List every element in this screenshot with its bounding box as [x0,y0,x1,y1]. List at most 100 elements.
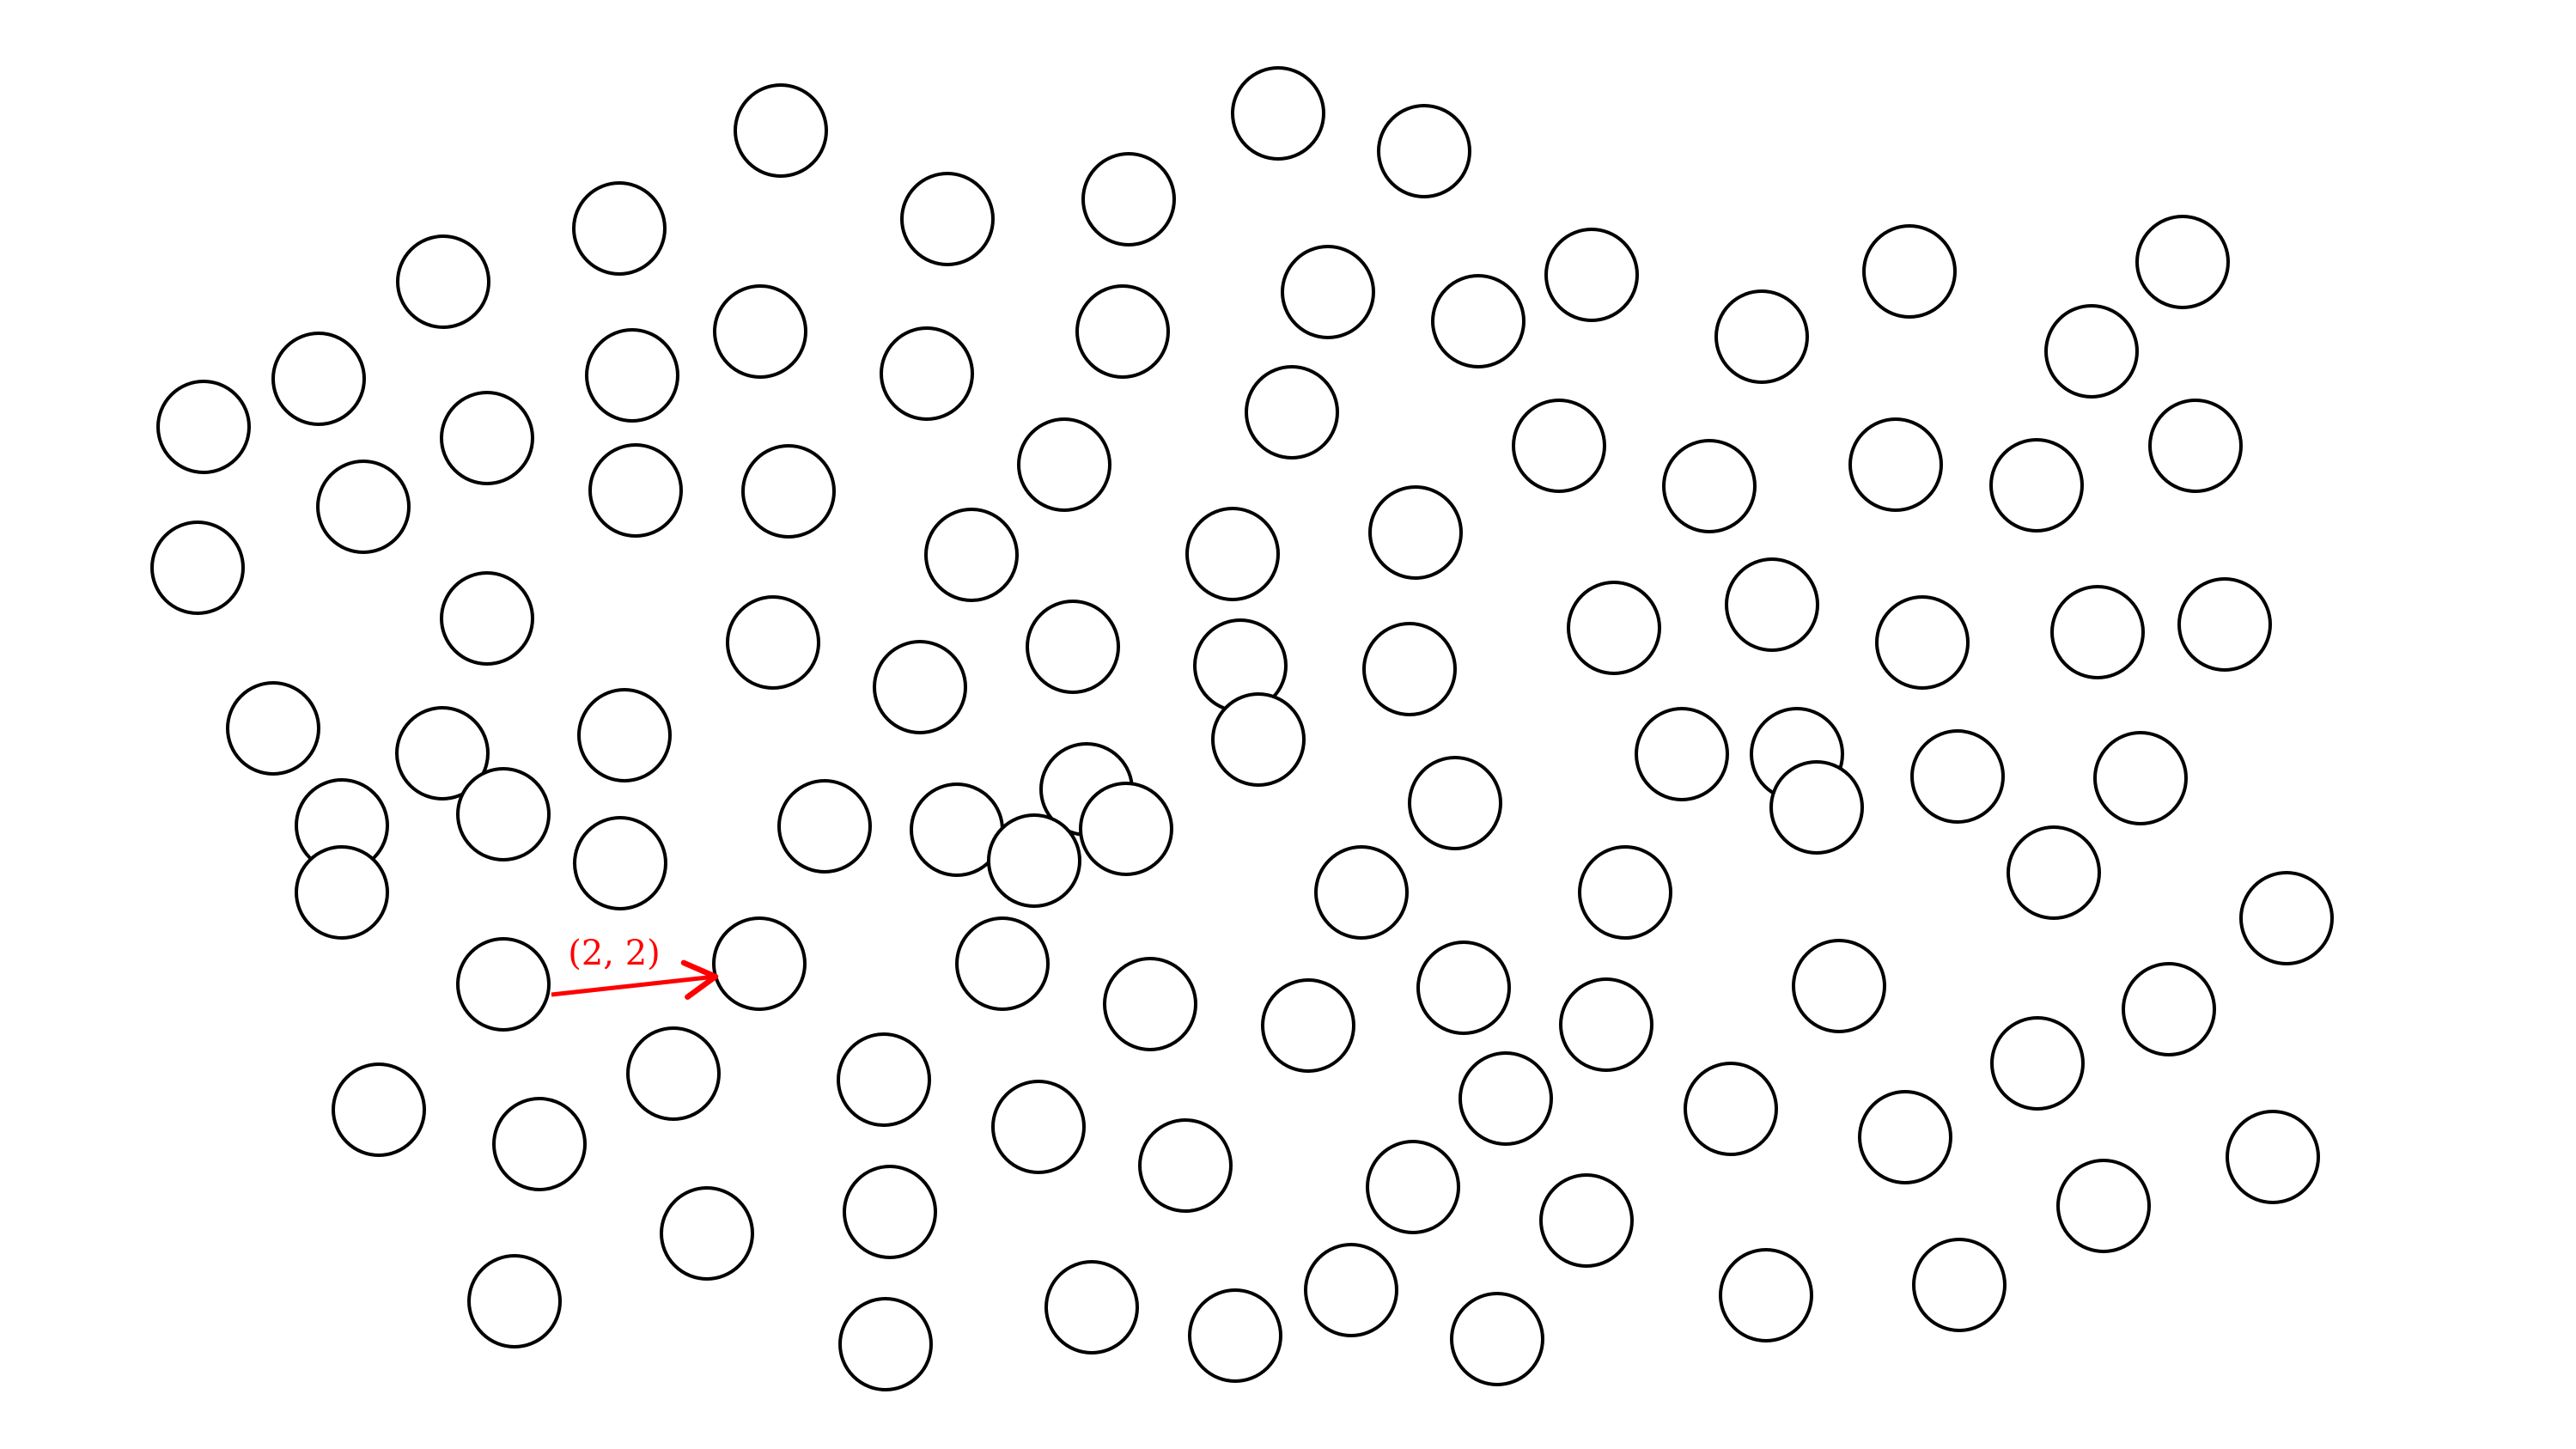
circle-node [837,1032,931,1127]
circle-node [734,83,828,178]
circle-node [577,688,672,782]
circle-node [2044,304,2139,399]
circle-node [1662,439,1757,533]
circle-node [1416,941,1511,1035]
circle-node [2177,577,2272,672]
circle-node [1362,622,1457,716]
circle-node [1862,224,1957,319]
circle-node [1281,245,1375,339]
circle-node [573,816,667,910]
circle-node [1231,66,1325,161]
circle-node [2093,731,2188,825]
circle-node [1026,600,1120,694]
circle-node [332,1062,426,1157]
circle-node [1185,507,1280,601]
circle-node [2239,871,2334,965]
circle-node [2122,962,2216,1056]
circle-node [726,595,820,690]
circle-node [713,284,807,379]
circle-node [1450,1292,1544,1386]
circle-node [440,391,534,485]
circle-node [1769,760,1864,855]
circle-node [873,640,967,734]
circle-node [395,706,490,801]
circle-node [150,521,245,615]
circle-node [955,916,1050,1011]
edge-arrow [551,959,719,1000]
highlighted-node-target [712,916,807,1011]
circle-node [2226,1110,2320,1204]
circle-node [1245,365,1339,460]
circle-node [1368,485,1463,580]
circle-node [1578,845,1672,940]
circle-node [295,845,389,940]
circle-node [1719,1248,1813,1342]
circle-node [1714,289,1809,384]
circle-node [1684,1062,1778,1156]
circle-node [585,328,679,423]
circle-node [2135,215,2230,309]
circle-node [1858,1090,1952,1184]
circle-node [1910,729,2005,824]
circle-node [1314,845,1409,940]
circle-node [1990,1016,2085,1111]
circle-node [1512,399,1606,493]
circle-node [1211,692,1306,787]
circle-node [900,172,995,266]
circle-node [1075,284,1170,379]
circle-node [2056,1159,2151,1253]
circle-node [1848,417,1943,512]
circle-node [1559,977,1653,1072]
circle-node [396,234,490,329]
circle-node [880,326,974,421]
circle-node [838,1297,933,1391]
circle-node [1366,1140,1460,1234]
circle-node [226,681,320,776]
circle-node [1567,581,1661,675]
circle-node [987,813,1081,908]
circle-node [572,181,667,276]
circle-node [492,1097,587,1191]
circle-node [316,460,411,554]
circle-node [1408,756,1502,850]
circle-node [1459,1051,1553,1146]
circle-node [1635,707,1729,801]
circle-node [1188,1288,1282,1383]
circle-node [588,443,683,538]
circle-node [1017,417,1111,512]
highlighted-node-source [456,937,551,1032]
circle-node [1261,978,1355,1073]
displacement-edge: (2, 2) [551,934,719,1000]
circle-node [2148,399,2243,493]
circle-node [467,1254,562,1349]
circle-node [1725,557,1819,652]
circle-node [156,380,251,474]
circle-node [1431,274,1526,368]
circle-node [1138,1118,1233,1213]
circle-node [2007,825,2101,920]
circle-node [924,508,1019,602]
circle-node [660,1186,754,1281]
edge-label: (2, 2) [568,934,661,973]
circle-node [991,1080,1086,1174]
circle-node [456,767,551,861]
circle-node [1989,438,2084,533]
circle-node [626,1026,721,1121]
circle-node [1544,228,1639,322]
circle-node [777,779,872,874]
circle-node [843,1165,937,1259]
circle-node [1044,1260,1139,1355]
circle-node [1079,782,1173,876]
circle-node [1875,595,1970,690]
circle-node [741,444,836,539]
circle-nodes [150,66,2334,1391]
circle-node [1377,104,1471,198]
circle-node [271,332,366,426]
circle-node [1081,152,1176,247]
circle-node [1103,957,1197,1051]
circle-node [1304,1243,1398,1337]
circle-node [440,571,534,666]
circle-node [2050,585,2145,679]
circle-node [1539,1173,1634,1268]
